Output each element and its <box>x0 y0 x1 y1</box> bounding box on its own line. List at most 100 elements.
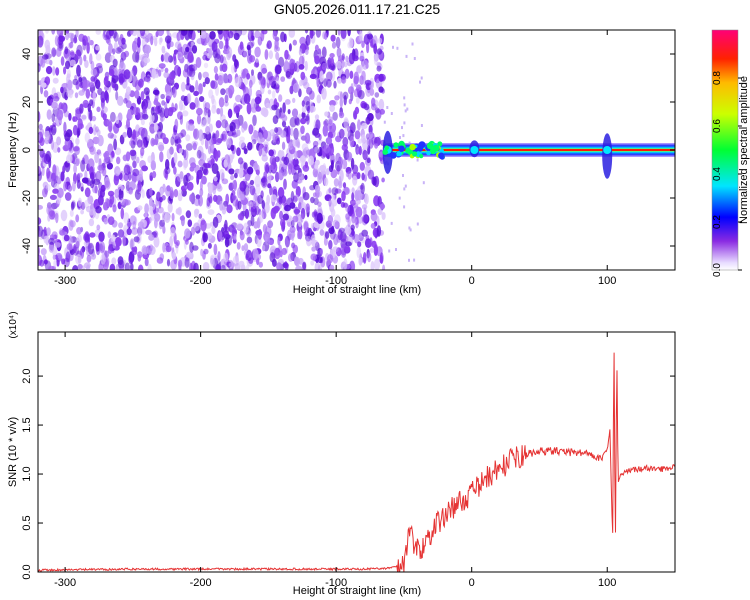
noise-speckle <box>189 102 196 110</box>
noise-speckle <box>420 124 423 127</box>
noise-speckle <box>234 172 238 179</box>
noise-speckle <box>75 158 80 167</box>
noise-speckle <box>293 164 300 171</box>
noise-speckle <box>48 243 55 253</box>
noise-speckle <box>317 172 323 184</box>
noise-speckle <box>157 142 164 150</box>
noise-speckle <box>258 261 263 268</box>
noise-speckle <box>304 30 309 34</box>
noise-speckle <box>118 73 125 84</box>
noise-speckle <box>354 198 361 205</box>
noise-speckle <box>267 183 272 189</box>
noise-speckle <box>294 150 298 160</box>
noise-speckle <box>314 184 321 193</box>
noise-speckle <box>193 222 201 232</box>
noise-speckle <box>44 130 48 138</box>
noise-speckle <box>119 263 125 270</box>
noise-speckle <box>338 156 344 166</box>
noise-speckle <box>120 185 124 191</box>
noise-speckle <box>145 90 150 100</box>
noise-speckle <box>182 110 189 117</box>
snr-frame <box>37 331 676 573</box>
noise-speckle <box>346 151 353 161</box>
noise-speckle <box>390 112 393 115</box>
noise-speckle <box>206 197 211 207</box>
noise-speckle <box>370 223 376 229</box>
y-tick-label: 0.0 <box>21 564 33 579</box>
noise-speckle <box>43 90 49 98</box>
noise-speckle <box>343 117 349 129</box>
y-tick-label: 0 <box>21 147 33 153</box>
noise-speckle <box>226 204 233 214</box>
ridge-speckle <box>393 142 399 148</box>
noise-speckle <box>132 160 137 169</box>
noise-speckle <box>84 59 89 69</box>
noise-speckle <box>373 43 378 55</box>
noise-speckle <box>109 194 115 205</box>
noise-speckle <box>115 47 122 54</box>
noise-speckle <box>254 30 261 39</box>
noise-speckle <box>176 51 183 60</box>
noise-speckle <box>174 118 179 131</box>
noise-speckle <box>252 201 257 210</box>
noise-speckle <box>80 159 86 172</box>
noise-speckle <box>185 46 190 53</box>
noise-speckle <box>107 132 114 139</box>
noise-speckle <box>39 128 45 137</box>
noise-speckle <box>112 204 117 213</box>
x-tick-label: 0 <box>469 577 475 589</box>
noise-speckle <box>228 262 236 268</box>
noise-speckle <box>345 224 352 236</box>
noise-speckle <box>223 230 230 238</box>
noise-speckle <box>390 221 393 225</box>
noise-speckle <box>283 178 287 190</box>
noise-speckle <box>150 35 154 46</box>
noise-speckle <box>175 176 181 188</box>
noise-speckle <box>373 258 381 270</box>
noise-speckle <box>59 229 66 236</box>
noise-speckle <box>230 64 236 74</box>
noise-speckle <box>173 64 181 76</box>
noise-speckle <box>243 184 250 196</box>
noise-speckle <box>49 194 57 200</box>
noise-speckle <box>125 151 131 162</box>
noise-speckle <box>358 257 363 266</box>
noise-speckle <box>82 99 89 109</box>
noise-speckle <box>132 51 140 63</box>
noise-speckle <box>52 77 59 84</box>
noise-speckle <box>299 155 306 163</box>
noise-speckle <box>147 155 153 164</box>
noise-speckle <box>331 187 339 196</box>
noise-speckle <box>383 120 386 124</box>
noise-speckle <box>173 52 176 62</box>
noise-speckle <box>279 250 283 258</box>
noise-speckle <box>211 98 217 109</box>
figure-title: GN05.2026.011.17.21.C25 <box>274 1 441 17</box>
noise-speckle <box>67 32 75 39</box>
noise-speckle <box>416 158 419 162</box>
noise-speckle <box>171 251 177 260</box>
noise-speckle <box>45 44 51 56</box>
noise-speckle <box>216 108 221 115</box>
noise-speckle <box>225 123 231 132</box>
noise-speckle <box>310 196 315 204</box>
noise-speckle <box>53 92 59 99</box>
noise-speckle <box>86 42 90 54</box>
noise-speckle <box>367 251 372 263</box>
noise-speckle <box>153 87 159 95</box>
noise-speckle <box>106 162 113 170</box>
noise-speckle <box>101 106 108 114</box>
noise-speckle <box>309 185 316 191</box>
noise-speckle <box>179 171 184 180</box>
noise-speckle <box>295 186 301 198</box>
noise-speckle <box>357 119 361 131</box>
noise-speckle <box>341 76 347 84</box>
colorbar-tick-label: 0.4 <box>712 167 723 181</box>
noise-speckle <box>64 46 69 55</box>
noise-speckle <box>88 126 94 134</box>
noise-speckle <box>83 54 87 62</box>
noise-speckle <box>60 86 64 94</box>
noise-speckle <box>133 236 140 243</box>
noise-speckle <box>254 46 261 58</box>
noise-speckle <box>370 103 377 111</box>
